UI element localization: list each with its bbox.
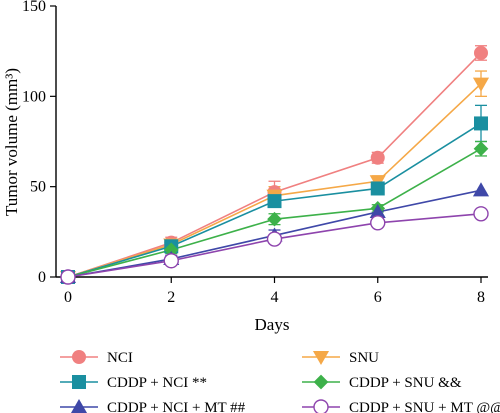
- legend-item: SNU: [302, 350, 379, 366]
- data-point: [163, 242, 179, 258]
- x-tick-label: 6: [374, 289, 382, 306]
- y-tick-label: 0: [38, 269, 46, 286]
- data-point: [474, 116, 488, 131]
- y-axis-title: Tumor volume (mm³): [2, 68, 21, 216]
- data-point: [266, 231, 283, 247]
- ticks: 0 50 100 150 0 2 4 6 8: [22, 0, 485, 306]
- y-tick-label: 100: [22, 88, 46, 105]
- data-points: [59, 45, 490, 286]
- y-tick-label: 50: [30, 179, 46, 196]
- x-tick-label: 2: [167, 289, 175, 306]
- data-point: [60, 269, 76, 285]
- x-axis-title: Days: [255, 315, 290, 334]
- legend-label: CDDP + NCI + MT ##: [107, 400, 246, 413]
- data-point: [267, 211, 282, 227]
- data-point: [163, 253, 179, 269]
- legend-item: CDDP + SNU &&: [302, 374, 462, 391]
- legend-label: SNU: [349, 350, 379, 366]
- legend-label: CDDP + NCI **: [107, 375, 207, 391]
- series-lines: [67, 52, 482, 278]
- legend-label: CDDP + SNU &&: [349, 375, 462, 391]
- x-tick-label: 0: [64, 289, 72, 306]
- data-point: [473, 141, 489, 157]
- series-line: [67, 83, 482, 278]
- legend-marker: [312, 350, 330, 366]
- error-bars: [165, 45, 487, 264]
- legend-marker: [313, 399, 329, 413]
- data-point: [370, 150, 385, 165]
- data-point: [474, 45, 488, 60]
- legend: NCI SNU CDDP + NCI ** CDDP + SNU && CDDP + N…: [60, 350, 500, 413]
- legend-label: CDDP + SNU + MT @@: [349, 400, 500, 413]
- legend-item: CDDP + NCI + MT ##: [60, 398, 246, 413]
- y-tick-label: 150: [22, 0, 46, 15]
- data-point: [369, 203, 386, 218]
- data-point: [370, 181, 385, 196]
- legend-marker: [313, 374, 329, 390]
- legend-marker: [72, 375, 86, 389]
- legend-marker: [72, 350, 86, 364]
- legend-item: NCI: [60, 350, 133, 366]
- legend-item: CDDP + SNU + MT @@: [302, 399, 500, 413]
- legend-marker: [70, 398, 88, 413]
- data-point: [472, 77, 490, 92]
- legend-item: CDDP + NCI **: [60, 375, 207, 391]
- x-tick-label: 4: [271, 289, 279, 306]
- x-tick-label: 8: [477, 289, 485, 306]
- data-point: [370, 215, 386, 231]
- axes: [55, 6, 488, 278]
- data-point: [472, 182, 490, 197]
- data-point: [267, 194, 282, 209]
- legend-label: NCI: [107, 350, 133, 366]
- data-point: [473, 206, 489, 222]
